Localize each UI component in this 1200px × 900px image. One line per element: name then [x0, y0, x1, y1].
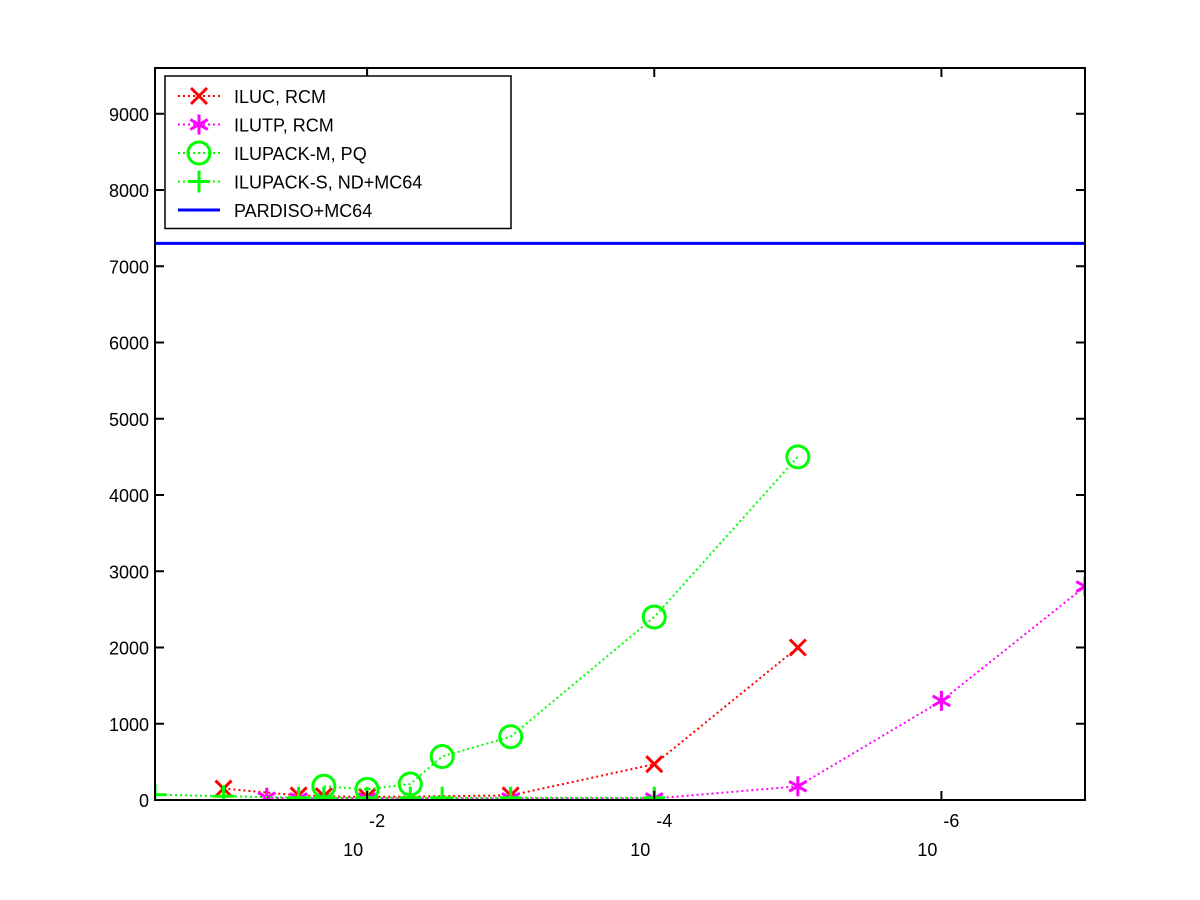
series-iluc-rcm-point — [788, 638, 807, 657]
legend-label: ILUC, RCM — [234, 87, 326, 107]
y-tick-label: 2000 — [109, 639, 149, 659]
legend-item-ilupack-s-nd-mc64: ILUPACK-S, ND+MC64 — [178, 170, 422, 193]
legend-swatch-marker — [189, 114, 209, 135]
axes-frame — [154, 67, 1086, 801]
series-iluc-rcm-point — [645, 755, 664, 774]
legend: ILUC, RCM ILUTP, RCM ILUPACK-M, PQ ILUPACK-… — [164, 75, 512, 230]
x-tick-label-base: 10 — [917, 840, 937, 860]
y-tick-label: 4000 — [109, 486, 149, 506]
series-ilupack-m-pq-point — [429, 744, 455, 770]
series-ilupack-s-nd-mc64-point — [212, 785, 235, 800]
x-tick-label-exponent: -2 — [369, 811, 385, 831]
y-tick-label: 7000 — [109, 257, 149, 277]
legend-label: ILUTP, RCM — [234, 116, 334, 136]
legend-item-iluc-rcm: ILUC, RCM — [178, 86, 326, 107]
legend-label: PARDISO+MC64 — [234, 201, 372, 221]
series-ilupack-m-pq-point — [498, 724, 524, 750]
series-ilutp-rcm-point — [788, 776, 808, 797]
series-ilupack-s-nd-mc64-point — [312, 786, 335, 800]
x-tick-label-exponent: -6 — [943, 811, 959, 831]
legend-swatch-marker — [186, 140, 212, 166]
series-ilutp-rcm-point — [931, 690, 951, 711]
x-tick-label-base: 10 — [630, 840, 650, 860]
y-tick-label: 3000 — [109, 562, 149, 582]
y-tick-label: 0 — [139, 791, 149, 811]
legend-item-ilupack-m-pq: ILUPACK-M, PQ — [178, 140, 367, 166]
legend-item-pardiso-mc64: PARDISO+MC64 — [178, 201, 372, 221]
x-tick-label-base: 10 — [343, 840, 363, 860]
series-ilupack-s-nd-mc64-point — [499, 786, 522, 800]
y-tick-label: 9000 — [109, 105, 149, 125]
series-ilupack-m-pq-point — [354, 776, 380, 800]
y-tick-label: 6000 — [109, 334, 149, 354]
legend-label: ILUPACK-M, PQ — [234, 144, 367, 164]
legend-swatch-marker — [188, 170, 210, 193]
series-ilupack-m-pq-point — [785, 444, 811, 470]
legend-label: ILUPACK-S, ND+MC64 — [234, 173, 422, 193]
y-tick-label: 5000 — [109, 410, 149, 430]
y-tick-label: 8000 — [109, 181, 149, 201]
series-ilupack-s-nd-mc64-point — [155, 783, 166, 800]
legend-item-ilutp-rcm: ILUTP, RCM — [178, 114, 334, 136]
axes: 010002000300040005000600070008000900010-… — [109, 67, 1086, 860]
series-ilupack-s-nd-mc64-point — [431, 786, 454, 800]
y-tick-label: 1000 — [109, 715, 149, 735]
legend-box — [164, 75, 512, 230]
x-tick-label-exponent: -4 — [656, 811, 672, 831]
plot-area — [155, 241, 1085, 800]
series-ilupack-s-nd-mc64-point — [399, 786, 422, 800]
series-ilupack-m-pq-point — [641, 604, 667, 630]
legend-swatch-marker — [189, 86, 209, 106]
series-ilupack-s-nd-mc64-point — [287, 786, 310, 800]
series-ilutp-rcm-point — [1075, 576, 1085, 597]
